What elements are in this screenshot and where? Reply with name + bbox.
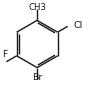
Text: Br: Br bbox=[32, 73, 42, 82]
Text: F: F bbox=[2, 50, 8, 59]
Text: CH3: CH3 bbox=[28, 3, 46, 12]
Text: Cl: Cl bbox=[73, 21, 83, 30]
